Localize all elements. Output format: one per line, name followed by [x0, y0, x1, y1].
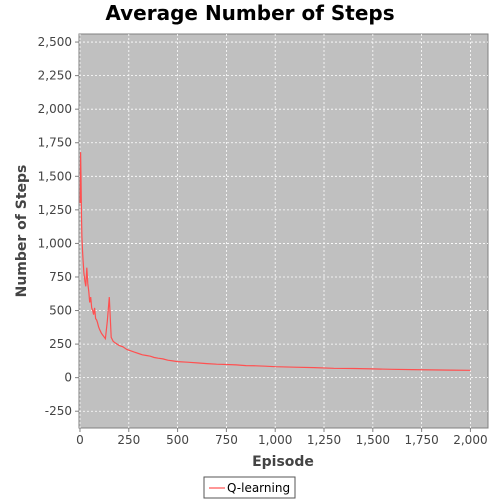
y-tick-label: 250 — [49, 337, 72, 351]
series-line — [79, 152, 471, 371]
y-tick-label: 0 — [64, 371, 72, 385]
x-tick-label: 500 — [166, 433, 189, 447]
plot-area — [78, 33, 489, 429]
y-tick-label: 1,750 — [38, 136, 72, 150]
chart-title: Average Number of Steps — [105, 1, 394, 25]
legend-label: Q-learning — [227, 481, 290, 495]
x-tick-label: 1,000 — [258, 433, 292, 447]
y-tick-label: 1,000 — [38, 236, 72, 250]
x-tick-label: 0 — [76, 433, 84, 447]
x-tick-label: 750 — [215, 433, 238, 447]
y-tick-label: -250 — [45, 404, 72, 418]
y-axis-label: Number of Steps — [14, 165, 30, 298]
y-tick-label: 2,000 — [38, 102, 72, 116]
y-tick-label: 2,250 — [38, 69, 72, 83]
x-tick-label: 2,000 — [453, 433, 487, 447]
x-tick-label: 1,750 — [404, 433, 438, 447]
y-axis: -250 0 250 500 750 1,000 1,250 1,500 1,750 2,000 2… — [38, 35, 79, 418]
y-tick-label: 2,500 — [38, 35, 72, 49]
x-axis: 0 250 500 750 1,000 1,250 1,500 1,750 2,000 — [76, 428, 488, 447]
y-tick-label: 1,250 — [38, 203, 72, 217]
x-axis-label: Episode — [252, 454, 314, 470]
x-tick-label: 250 — [117, 433, 140, 447]
legend-box — [203, 476, 296, 499]
series-group — [79, 152, 471, 371]
y-tick-label: 500 — [49, 304, 72, 318]
x-tick-label: 1,500 — [356, 433, 390, 447]
x-tick-label: 1,250 — [307, 433, 341, 447]
y-tick-label: 750 — [49, 270, 72, 284]
y-tick-label: 1,500 — [38, 169, 72, 183]
grid-lines — [79, 34, 488, 428]
legend: Q-learning — [203, 476, 296, 499]
